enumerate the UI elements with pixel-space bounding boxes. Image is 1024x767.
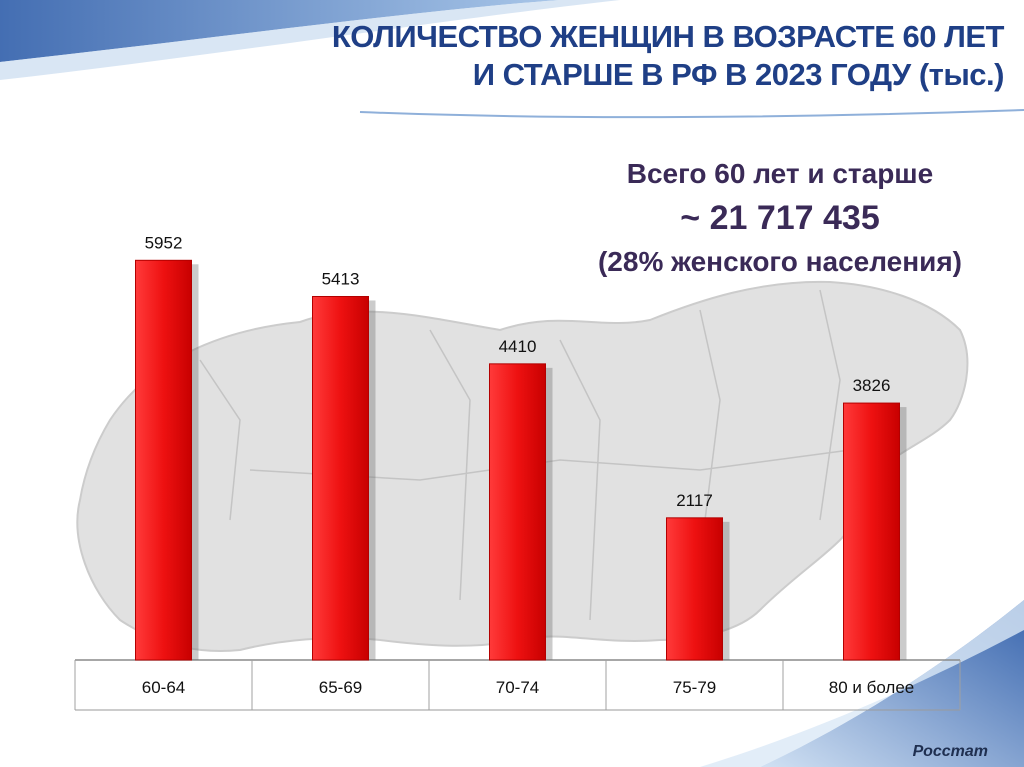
total-summary: Всего 60 лет и старше ~ 21 717 435 (28% … [520, 152, 1024, 284]
category-label-5: 80 и более [829, 678, 915, 697]
bars-layer: 5952 60-64 5413 65-69 4410 70-74 2117 75-79 3826… [74, 233, 961, 711]
total-value: ~ 21 717 435 [680, 199, 880, 237]
title-line-1: КОЛИЧЕСТВО ЖЕНЩИН В ВОЗРАСТЕ 60 ЛЕТ [331, 19, 1005, 54]
bar-4 [666, 517, 723, 661]
category-label-3: 70-74 [496, 678, 539, 697]
bar-2 [312, 295, 369, 661]
bottom-wave [760, 600, 1024, 767]
total-share: (28% женского населения) [597, 246, 962, 277]
page-title: КОЛИЧЕСТВО ЖЕНЩИН В ВОЗРАСТЕ 60 ЛЕТ И СТ… [304, 18, 1005, 94]
source-label: Росстат [912, 743, 988, 760]
category-label-1: 60-64 [142, 678, 185, 697]
bar-3 [489, 363, 546, 661]
data-label-3: 4410 [499, 337, 537, 356]
data-label-4: 2117 [676, 491, 713, 510]
data-label-5: 3826 [853, 376, 891, 395]
title-underline [359, 109, 1024, 119]
top-wave [0, 0, 560, 62]
category-label-4: 75-79 [673, 678, 716, 697]
total-label: Всего 60 лет и старше [626, 158, 934, 189]
top-wave-light [0, 0, 620, 80]
data-label-1: 5952 [145, 233, 183, 252]
title-line-2: И СТАРШЕ В РФ В 2023 ГОДУ (тыс.) [472, 57, 1005, 92]
bar-5 [843, 402, 900, 661]
bar-1 [135, 259, 192, 661]
data-label-2: 5413 [322, 269, 360, 288]
category-label-2: 65-69 [319, 678, 362, 697]
